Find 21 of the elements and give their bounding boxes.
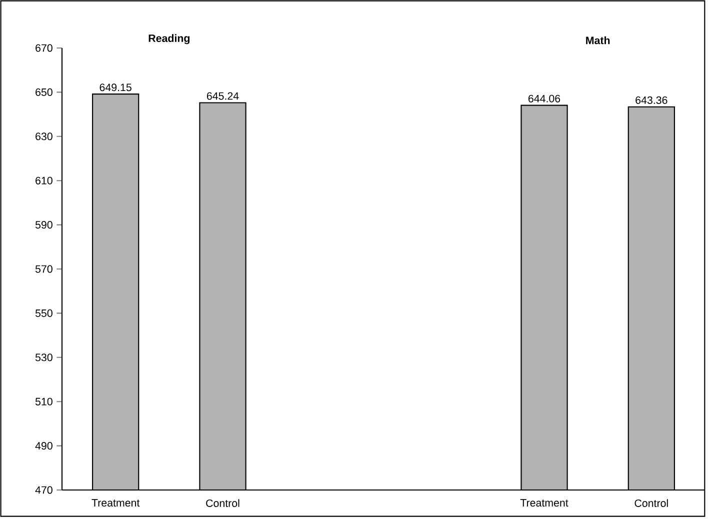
y-tick-label: 550 [35,309,52,317]
data-label: 644.06 [528,94,560,102]
x-tick-label: Control [206,499,240,507]
y-tick-label: 490 [35,442,52,450]
y-tick-label: 610 [36,176,52,184]
data-label: 645.24 [206,92,239,100]
x-tick-label: Treatment [520,499,568,507]
y-tick-label: 630 [36,132,52,140]
y-tick-label: 530 [35,354,52,362]
y-tick-label: 470 [35,486,52,494]
x-tick-label: Control [634,499,668,507]
data-label: 643.36 [636,96,668,104]
y-tick-label: 650 [36,88,52,96]
y-tick-label: 510 [35,398,52,406]
y-tick-label: 670 [36,44,52,52]
y-tick-label: 590 [35,221,52,229]
data-label: 649.15 [100,84,132,92]
y-tick-label: 570 [35,265,52,273]
text: Reading [148,34,190,44]
x-tick-label: Treatment [92,499,140,507]
text: Math [586,36,610,44]
